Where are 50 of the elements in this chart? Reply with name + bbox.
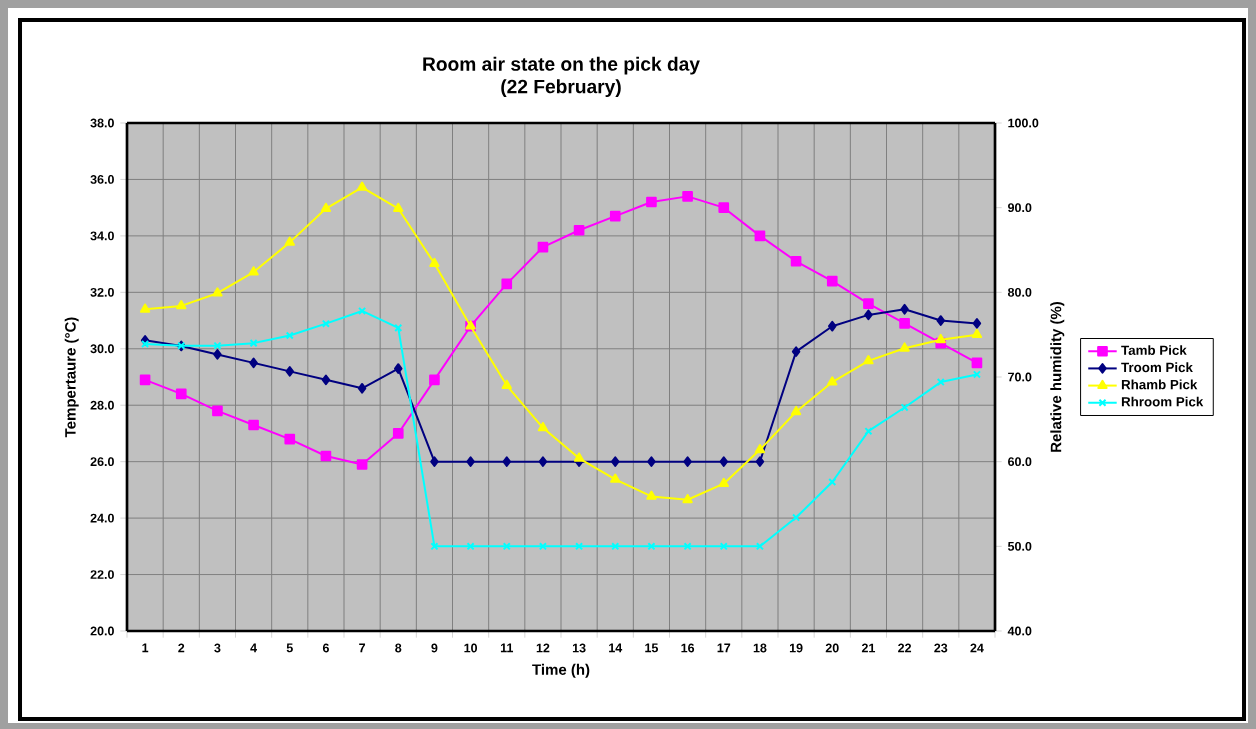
x-tick-label: 24 bbox=[970, 643, 984, 653]
y-tick-label: 24.0 bbox=[90, 513, 114, 523]
y-tick-label: 34.0 bbox=[90, 231, 114, 241]
x-tick-label: 7 bbox=[359, 643, 366, 653]
y-tick-label: 32.0 bbox=[90, 287, 114, 297]
y2-tick-label: 70.0 bbox=[1008, 372, 1032, 382]
legend-label: Rhamb Pick bbox=[1121, 379, 1198, 390]
y-tick-label: 20.0 bbox=[90, 626, 114, 636]
x-tick-label: 3 bbox=[214, 643, 221, 653]
y-tick-label: 36.0 bbox=[90, 175, 114, 184]
y2-tick-label: 50.0 bbox=[1007, 541, 1032, 551]
legend-label: Tamb Pick bbox=[1121, 345, 1187, 355]
x-tick-label: 12 bbox=[536, 643, 550, 653]
x-tick-label: 14 bbox=[609, 643, 623, 653]
x-tick-label: 6 bbox=[322, 643, 329, 653]
y2-tick-label: 90.0 bbox=[1008, 203, 1032, 213]
legend-label: Troom Pick bbox=[1121, 362, 1193, 373]
x-tick-label: 23 bbox=[934, 643, 948, 653]
chart-subtitle: (22 February) bbox=[501, 79, 621, 98]
x-tick-label: 2 bbox=[178, 643, 185, 653]
x-tick-label: 19 bbox=[789, 643, 803, 653]
y2-tick-label: 100.0 bbox=[1008, 118, 1039, 128]
y-tick-label: 30.0 bbox=[90, 344, 114, 354]
x-tick-label: 22 bbox=[898, 643, 912, 653]
chart-title: Room air state on the pick day bbox=[423, 56, 700, 75]
x-tick-label: 11 bbox=[500, 643, 514, 653]
x-tick-label: 15 bbox=[645, 643, 659, 653]
y-tick-label: 38.0 bbox=[90, 118, 114, 128]
x-tick-label: 20 bbox=[825, 643, 839, 653]
x-tick-label: 8 bbox=[395, 643, 402, 653]
y-tick-label: 22.0 bbox=[90, 570, 114, 579]
x-tick-label: 4 bbox=[250, 643, 257, 653]
y-tick-label: 28.0 bbox=[90, 400, 114, 410]
y2-tick-label: 60.0 bbox=[1008, 457, 1032, 467]
x-tick-label: 9 bbox=[431, 643, 438, 653]
x-tick-label: 13 bbox=[572, 643, 586, 653]
x-tick-label: 16 bbox=[681, 643, 695, 653]
y-axis-title: Tempertaure (°C) bbox=[64, 317, 79, 438]
x-tick-label: 5 bbox=[286, 643, 293, 653]
y2-tick-label: 80.0 bbox=[1007, 287, 1032, 297]
x-tick-label: 1 bbox=[142, 643, 149, 653]
x-axis-title: Time (h) bbox=[532, 663, 590, 678]
x-tick-label: 17 bbox=[717, 643, 731, 653]
x-tick-label: 18 bbox=[753, 643, 767, 653]
y2-axis-title: Relative humidity (%) bbox=[1050, 301, 1065, 452]
x-tick-label: 10 bbox=[464, 643, 478, 653]
y-tick-label: 26.0 bbox=[90, 457, 114, 467]
y2-tick-label: 40.0 bbox=[1007, 626, 1032, 636]
legend-label: Rhroom Pick bbox=[1121, 396, 1204, 407]
x-tick-label: 21 bbox=[861, 643, 876, 653]
